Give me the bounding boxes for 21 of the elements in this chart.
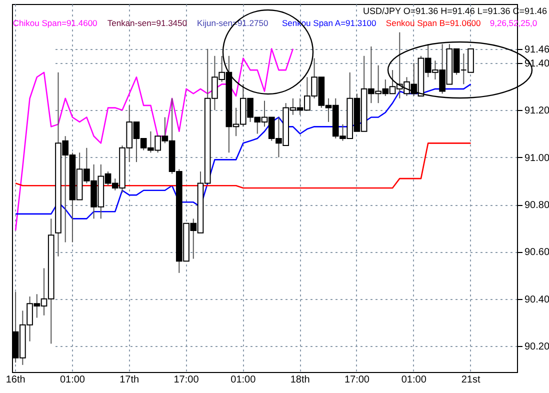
x-tick-label: 21st (461, 374, 480, 386)
y-tick-label: 90.80 (524, 200, 549, 212)
y-tick-label: 90.20 (524, 342, 549, 353)
text: Senkou Span B=91.0600 (386, 18, 481, 28)
x-tick-label: 17:00 (174, 374, 200, 386)
line-series (14, 142, 472, 189)
x-tick-label: 17:00 (344, 374, 370, 386)
x-tick-label: 18th (290, 374, 310, 386)
text: Chikou Span=91.4600 (12, 18, 98, 28)
y-tick-label: 90.40 (524, 294, 549, 306)
line-series (14, 48, 294, 232)
x-tick-label: 01:00 (60, 374, 86, 386)
y-tick-label: 91.20 (524, 106, 549, 117)
y-tick-label: 91.00 (524, 152, 549, 164)
x-tick-label: 01:00 (230, 374, 256, 386)
y-tick-label: 91.46 (524, 44, 549, 56)
y-tick-label: 90.60 (524, 247, 549, 258)
annotation: Tenkan-sen=91.3450 (107, 18, 188, 28)
x-tick-label: 17th (120, 374, 140, 386)
x-tick-label: 01:00 (401, 374, 427, 386)
x-tick-label: 16th (6, 374, 26, 386)
